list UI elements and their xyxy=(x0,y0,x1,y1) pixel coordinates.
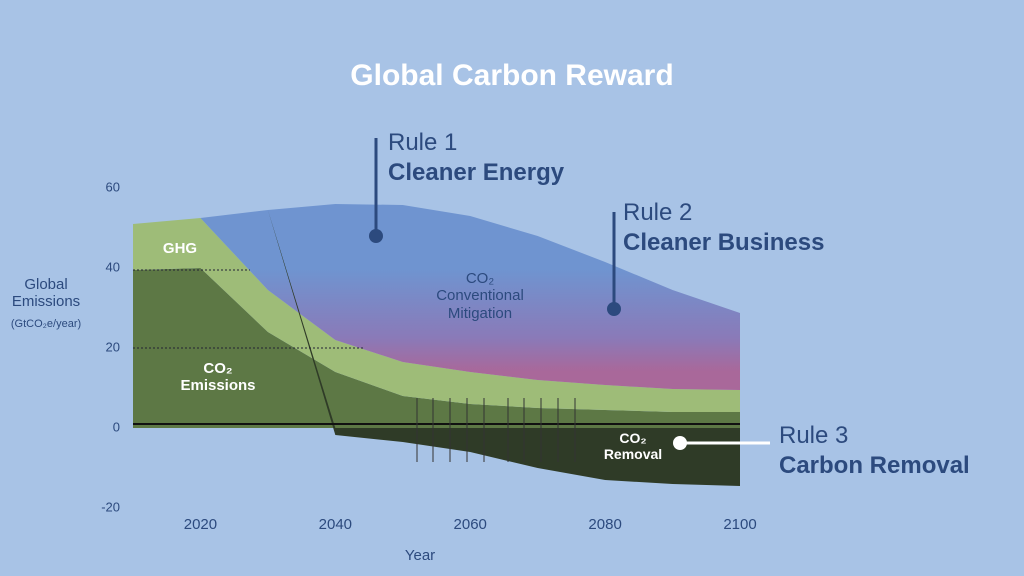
area xyxy=(133,204,740,390)
annotation-text: Cleaner Energy xyxy=(388,159,565,186)
area-label: GHG xyxy=(162,240,198,257)
x-tick-label: 2100 xyxy=(723,516,756,533)
annotation: Rule 1 Cleaner Energy xyxy=(388,128,564,188)
pointer-dot xyxy=(607,302,621,316)
annotation-rule: Rule 3 xyxy=(779,422,849,449)
y-tick-label: 0 xyxy=(113,419,120,434)
x-tick-label: 2040 xyxy=(319,516,352,533)
annotation: Rule 3 Carbon Removal xyxy=(779,421,970,481)
x-axis-title: Year xyxy=(405,547,435,564)
y-tick-label: -20 xyxy=(101,499,120,514)
area xyxy=(133,210,740,486)
pointer-dot xyxy=(673,436,687,450)
x-tick-label: 2060 xyxy=(454,516,487,533)
area xyxy=(133,268,740,428)
annotation-rule: Rule 2 xyxy=(623,199,693,226)
x-tick-label: 2080 xyxy=(588,516,621,533)
y-tick-label: 40 xyxy=(106,259,120,274)
area-label: CO₂ Removal xyxy=(603,430,663,463)
annotation-text: Cleaner Business xyxy=(623,229,825,256)
area-label: CO₂ Conventional Mitigation xyxy=(436,270,524,322)
y-axis-unit: (GtCO₂e/year) xyxy=(10,318,82,330)
chart-title: Global Carbon Reward xyxy=(350,59,673,92)
annotation-text: Carbon Removal xyxy=(779,452,970,479)
decoration xyxy=(133,138,770,462)
y-tick-label: 60 xyxy=(106,179,120,194)
x-tick-label: 2020 xyxy=(184,516,217,533)
y-tick-label: 20 xyxy=(106,339,120,354)
annotation-rule: Rule 1 xyxy=(388,129,458,156)
y-axis-title: Global Emissions xyxy=(11,276,81,311)
pointer-dot xyxy=(369,229,383,243)
annotation: Rule 2 Cleaner Business xyxy=(623,198,824,258)
area xyxy=(133,218,740,412)
area-label: CO₂ Emissions xyxy=(180,360,256,395)
